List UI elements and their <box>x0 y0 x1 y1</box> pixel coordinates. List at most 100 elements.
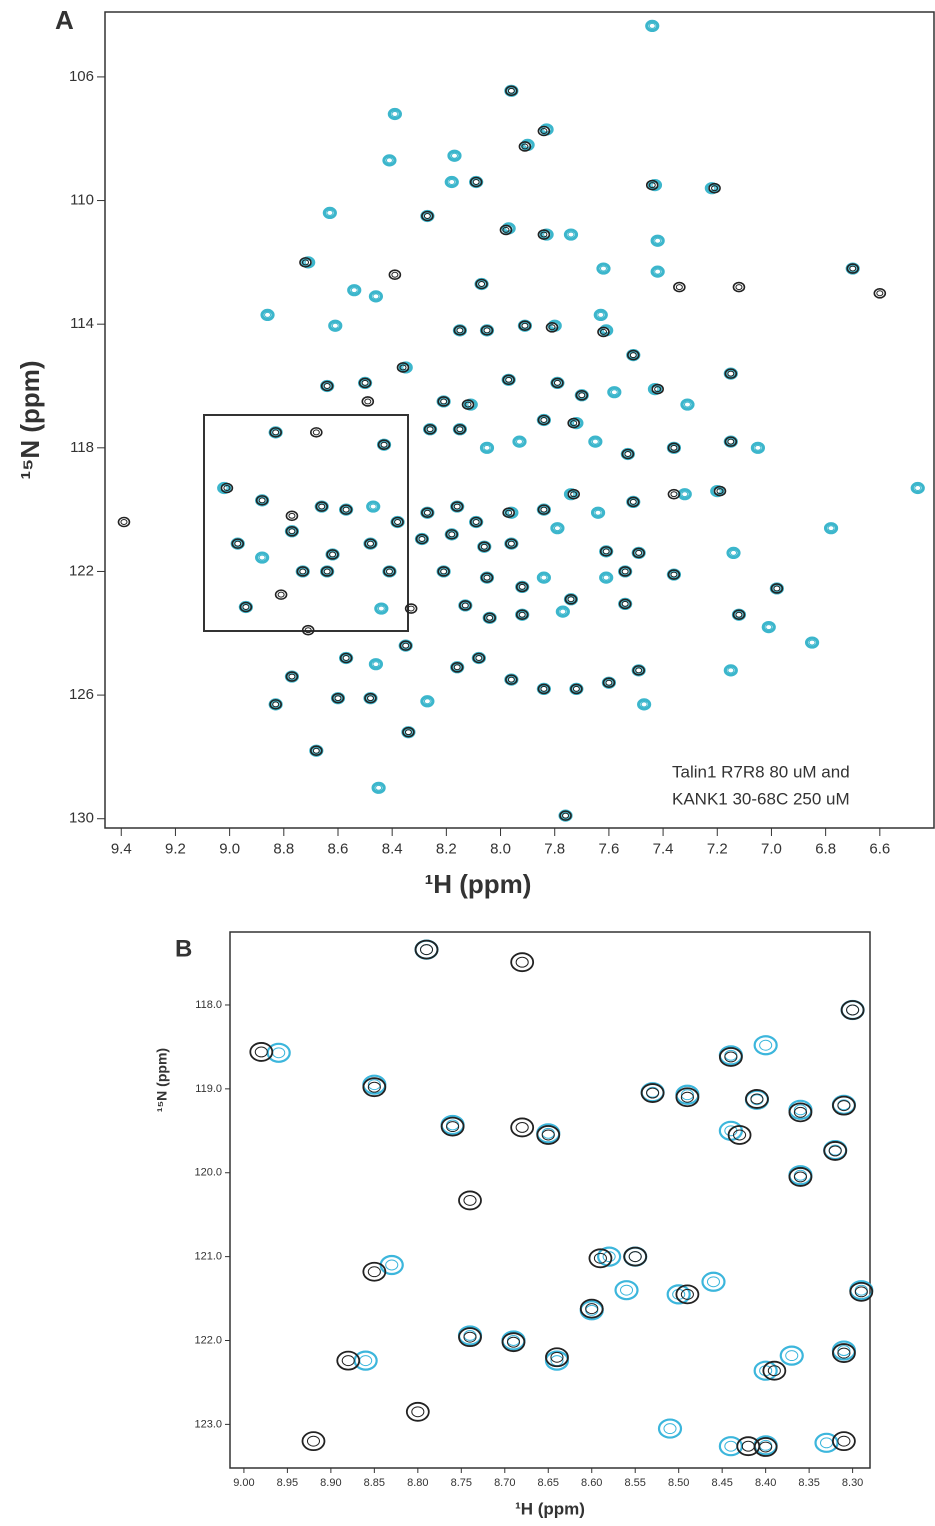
peak <box>770 583 784 594</box>
peak-inner-contour <box>304 627 312 634</box>
peak <box>537 683 551 695</box>
peak <box>680 398 695 411</box>
peak-inner-contour <box>423 213 431 219</box>
peak-inner-contour <box>754 444 762 451</box>
peak <box>762 1360 787 1381</box>
peak-inner-contour <box>675 284 683 291</box>
peak <box>396 362 410 373</box>
peak-inner-contour <box>385 568 393 575</box>
peak <box>364 692 377 704</box>
peak <box>461 399 475 410</box>
x-tick-label: 8.80 <box>407 1477 428 1489</box>
peak <box>536 571 551 584</box>
peak-inner-contour <box>288 528 296 535</box>
peak <box>626 496 640 508</box>
peak <box>732 281 746 293</box>
peak <box>269 427 282 438</box>
peak-inner-contour <box>593 1252 607 1264</box>
peak-inner-contour <box>440 568 448 575</box>
peak <box>274 589 288 600</box>
peak-inner-contour <box>540 128 548 134</box>
peak-inner-contour <box>411 1406 425 1418</box>
peak <box>358 377 372 389</box>
peak <box>453 325 467 336</box>
peak-inner-contour <box>837 1435 851 1447</box>
x-tick-label: 9.4 <box>111 840 132 857</box>
peak-inner-contour <box>312 747 320 754</box>
peak <box>637 698 652 711</box>
peak <box>315 501 329 512</box>
peak-inner-contour <box>323 568 331 575</box>
peak <box>320 380 334 392</box>
peak <box>788 1102 813 1123</box>
peak <box>753 1035 778 1056</box>
peak-inner-contour <box>621 600 629 607</box>
y-tick-label: 120.0 <box>194 1167 222 1179</box>
x-tick-label: 8.4 <box>382 840 403 857</box>
x-axis-title: ¹H (ppm) <box>425 869 532 899</box>
peak-inner-contour <box>540 231 548 238</box>
peak-inner-contour <box>680 1091 694 1103</box>
peak <box>597 1246 622 1267</box>
peak <box>399 640 413 651</box>
panel-label: B <box>175 935 192 962</box>
peak-inner-contour <box>483 444 491 451</box>
peak-inner-contour <box>515 1121 529 1133</box>
peak <box>402 726 415 738</box>
peak-inner-contour <box>711 185 719 192</box>
peak <box>339 504 353 515</box>
peak-inner-contour <box>369 503 377 510</box>
peak <box>840 1000 865 1020</box>
peak-inner-contour <box>716 488 724 495</box>
peak <box>550 522 565 535</box>
peak <box>450 501 464 512</box>
peak-inner-contour <box>572 685 580 692</box>
peak-inner-contour <box>635 549 643 556</box>
x-tick-label: 7.6 <box>598 840 619 857</box>
x-tick-label: 7.0 <box>761 840 782 857</box>
peak <box>667 442 681 454</box>
peak <box>621 448 635 460</box>
peak-inner-contour <box>854 1286 868 1298</box>
peak <box>423 423 437 435</box>
peak-inner-contour <box>277 591 285 598</box>
peak-inner-contour <box>724 1051 738 1063</box>
peak-inner-contour <box>366 695 375 702</box>
peak <box>420 695 435 708</box>
peak-inner-contour <box>385 157 393 164</box>
peak-inner-contour <box>120 519 128 525</box>
peak-inner-contour <box>654 268 662 275</box>
plot-frame <box>229 931 871 1469</box>
peak <box>645 179 659 191</box>
peak <box>391 516 404 528</box>
peak <box>505 674 518 685</box>
peak <box>444 175 459 189</box>
peak <box>458 1190 482 1211</box>
peak-inner-contour <box>367 1079 381 1091</box>
peak <box>645 19 660 33</box>
peak <box>618 566 632 577</box>
peak-inner-contour <box>602 574 610 581</box>
peak-inner-contour <box>846 1004 860 1016</box>
peak <box>910 481 925 495</box>
peak-inner-contour <box>759 1039 773 1051</box>
peak <box>477 541 491 553</box>
y-axis-title: ¹⁵N (ppm) <box>15 360 45 479</box>
peak <box>469 516 483 528</box>
peak <box>823 522 839 535</box>
x-tick-label: 6.8 <box>815 840 836 857</box>
peak <box>285 525 299 537</box>
peak-inner-contour <box>681 491 689 498</box>
peak <box>823 1141 848 1161</box>
y-tick-label: 110 <box>70 192 94 209</box>
peak-inner-contour <box>567 231 575 238</box>
peak-inner-contour <box>258 497 266 504</box>
peak-inner-contour <box>254 1046 268 1058</box>
peak-inner-contour <box>450 152 459 159</box>
peak <box>501 1332 526 1353</box>
peak <box>588 435 603 448</box>
peak-inner-contour <box>827 525 835 532</box>
peak-inner-contour <box>456 327 464 334</box>
peak-inner-contour <box>680 1288 694 1300</box>
peak <box>364 538 377 549</box>
